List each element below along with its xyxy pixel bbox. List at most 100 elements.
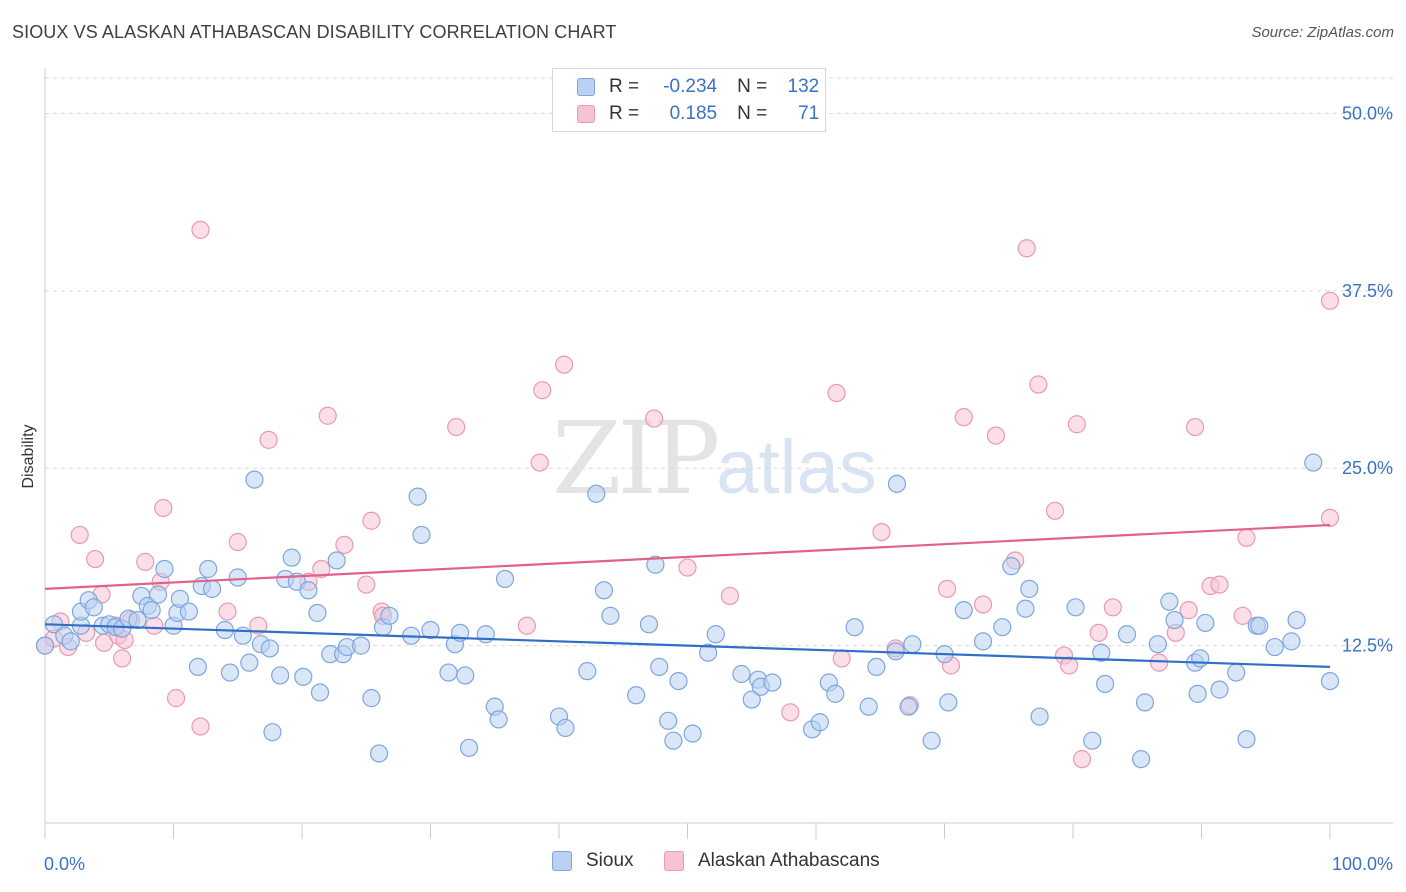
sioux-point — [939, 693, 958, 712]
sioux-point — [380, 606, 399, 625]
sioux-point — [1237, 730, 1256, 749]
y-tick-label: 12.5% — [1342, 636, 1393, 656]
sioux-point — [587, 484, 606, 503]
legend-row-sioux: R = -0.234 N = 132 — [577, 75, 819, 99]
athabascan-point — [1320, 508, 1340, 528]
sioux-point — [1250, 616, 1269, 635]
sioux-point — [732, 664, 751, 684]
athabascan-trend-line — [44, 523, 1331, 590]
sioux-point — [922, 731, 941, 750]
trend-layer — [44, 523, 1331, 669]
athabascan-point — [1179, 601, 1198, 620]
athabascan-point — [357, 575, 376, 594]
sioux-point — [84, 598, 103, 617]
sioux-point — [294, 667, 313, 686]
legend-n-label: N = — [737, 76, 768, 97]
sioux-point — [310, 683, 330, 702]
sioux-point — [282, 548, 301, 567]
legend-n-label: N = — [737, 103, 768, 124]
sioux-point — [240, 653, 259, 672]
athabascan-point — [872, 522, 891, 542]
chart-title: SIOUX VS ALASKAN ATHABASCAN DISABILITY C… — [12, 22, 617, 42]
athabascan-point — [1089, 623, 1108, 642]
sioux-point — [408, 487, 427, 506]
sioux-point — [1096, 674, 1115, 694]
sioux-point — [459, 738, 479, 757]
sioux-point — [1304, 453, 1323, 472]
athabascan-point — [517, 616, 536, 635]
sioux-point — [179, 602, 199, 621]
sioux-point — [260, 639, 279, 658]
bottom-legend-sioux: Sioux — [552, 850, 634, 872]
sioux-point — [664, 731, 683, 750]
sioux-point — [826, 684, 845, 703]
sioux-point — [148, 585, 168, 604]
legend-r-value: 0.185 — [669, 103, 718, 124]
sioux-point — [35, 636, 55, 655]
athabascan-point — [781, 703, 800, 722]
legend-r-label: R = — [609, 76, 640, 97]
athabascan-point — [832, 649, 851, 668]
sioux-point — [228, 568, 247, 587]
athabascan-point — [986, 426, 1006, 445]
athabascan-point — [530, 453, 549, 472]
athabascan-swatch — [577, 105, 595, 123]
sioux-point — [903, 635, 922, 654]
bottom-legend-athabascan: Alaskan Athabascans — [664, 850, 880, 872]
athabascan-point — [937, 579, 957, 598]
athabascan-point — [1060, 656, 1079, 675]
athabascan-point — [1045, 501, 1065, 520]
sioux-point — [646, 555, 665, 574]
sioux-point — [489, 710, 508, 729]
sioux-point — [456, 666, 475, 685]
athabascan-point — [145, 616, 164, 635]
sioux-point — [370, 744, 389, 763]
sioux-point — [61, 632, 80, 651]
legend-r-value: -0.234 — [663, 76, 718, 97]
watermark-zip: ZIP — [552, 400, 720, 517]
athabascan-point — [318, 406, 337, 425]
athabascan-point — [678, 558, 697, 577]
athabascan-point — [191, 220, 210, 239]
sioux-point — [1135, 693, 1155, 712]
sioux-point — [1282, 632, 1301, 651]
athabascan-point — [644, 409, 664, 428]
athabascan-point — [70, 525, 89, 545]
sioux-point — [1020, 579, 1039, 598]
bottom-legend-athabascan-label: Alaskan Athabascans — [698, 850, 880, 871]
sioux-point — [128, 610, 147, 630]
athabascan-point — [1072, 750, 1092, 769]
y-tick-label: 50.0% — [1342, 103, 1393, 123]
bottom-legend-sioux-label: Sioux — [586, 850, 634, 871]
sioux-point — [763, 673, 782, 692]
sioux-point — [859, 697, 878, 716]
sioux-point — [1002, 557, 1021, 576]
athabascan-point — [555, 355, 574, 374]
sioux-point — [220, 663, 240, 682]
sioux-point — [188, 657, 208, 677]
sioux-point — [1188, 684, 1207, 703]
sioux-point — [362, 689, 381, 708]
sioux-point — [659, 711, 678, 730]
athabascan-point — [335, 535, 354, 554]
sioux-point — [1191, 649, 1210, 668]
sioux-point — [202, 579, 222, 598]
sioux-point — [650, 657, 669, 677]
athabascan-point — [447, 417, 466, 437]
athabascan-point — [112, 649, 132, 668]
sioux-point — [1016, 599, 1035, 618]
sioux-point — [1083, 731, 1102, 750]
athabascan-point — [1237, 528, 1256, 547]
y-tick-label: 37.5% — [1342, 281, 1393, 301]
sioux-point — [1210, 680, 1229, 699]
sioux-point — [412, 525, 431, 545]
watermark: ZIPatlas — [552, 400, 877, 517]
sioux-swatch — [577, 78, 595, 96]
sioux-points — [35, 453, 1340, 769]
x-tick-label: 100.0% — [1332, 854, 1393, 874]
sioux-point — [352, 636, 371, 655]
sioux-point — [142, 601, 161, 620]
sioux-swatch — [552, 851, 572, 871]
athabascan-point — [249, 616, 268, 635]
